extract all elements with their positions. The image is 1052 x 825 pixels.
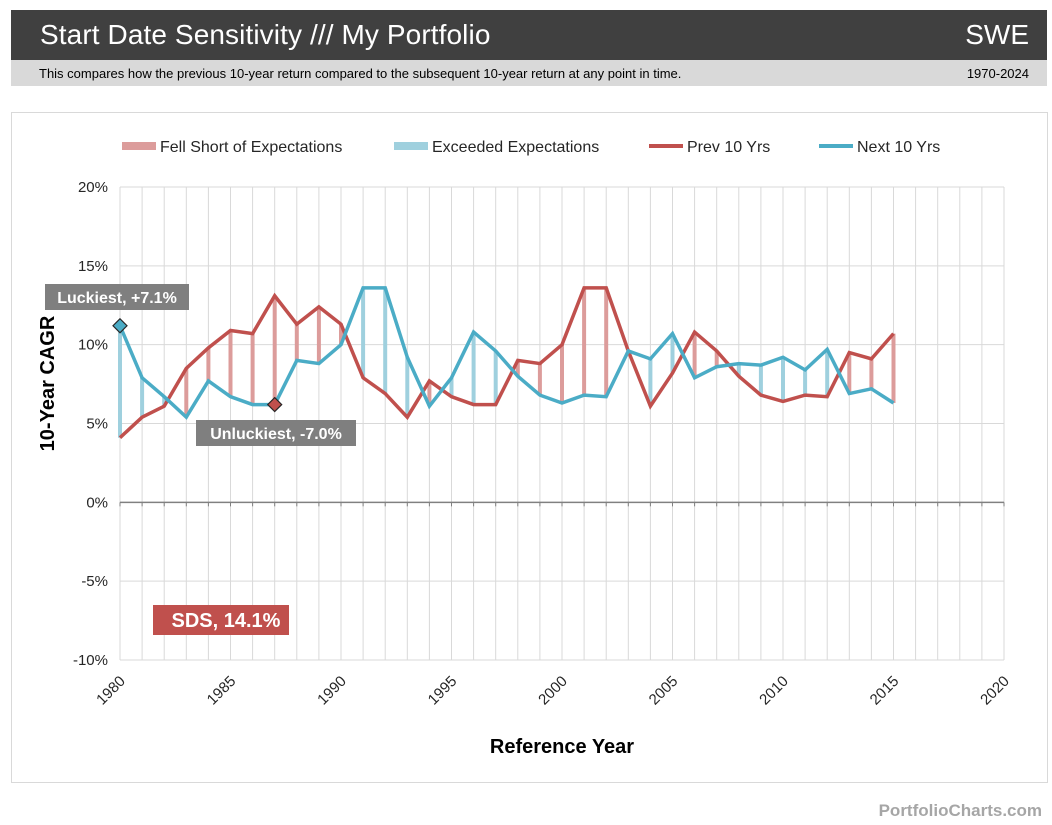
- legend-swatch-0: [122, 142, 156, 150]
- luckiest-label: Luckiest, +7.1%: [57, 290, 177, 307]
- y-axis-title: 10-Year CAGR: [37, 315, 59, 451]
- sds-box: [153, 605, 289, 635]
- y-tick-label: 10%: [78, 337, 108, 354]
- y-tick-label: 0%: [86, 494, 108, 511]
- x-tick-label: 1995: [425, 673, 461, 709]
- x-tick-label: 2000: [535, 673, 571, 709]
- legend-label-0: Fell Short of Expectations: [160, 139, 342, 156]
- legend-label-2: Prev 10 Yrs: [687, 139, 770, 156]
- legend-label-3: Next 10 Yrs: [857, 139, 940, 156]
- x-tick-label: 2015: [867, 673, 903, 709]
- x-tick-label: 2005: [646, 673, 682, 709]
- chart-panel: Fell Short of Expectations Exceeded Expec…: [11, 112, 1048, 783]
- x-axis-title: Reference Year: [490, 736, 634, 758]
- chart-subheader: This compares how the previous 10-year r…: [11, 60, 1047, 86]
- legend-swatch-1: [394, 142, 428, 150]
- chart-description: This compares how the previous 10-year r…: [39, 66, 682, 81]
- chart-svg: Fell Short of Expectations Exceeded Expec…: [37, 139, 1013, 758]
- y-tick-label: -10%: [73, 652, 108, 669]
- luckiest-marker: [112, 317, 128, 334]
- page-title: Start Date Sensitivity /// My Portfolio: [40, 19, 491, 50]
- next-10-yrs-line: [118, 286, 895, 420]
- date-range: 1970-2024: [966, 66, 1029, 81]
- x-tick-label: 2020: [977, 673, 1013, 709]
- x-tick-label: 1990: [314, 673, 350, 709]
- legend: Fell Short of Expectations Exceeded Expec…: [122, 139, 940, 156]
- brand-footer[interactable]: PortfolioCharts.com: [878, 801, 1042, 820]
- x-tick-label: 1980: [93, 673, 129, 709]
- country-code: SWE: [965, 19, 1029, 50]
- y-tick-label: 20%: [78, 179, 108, 196]
- unluckiest-marker: [266, 396, 283, 413]
- annotations: Luckiest, +7.1% Unluckiest, -7.0% SDS, 14.…: [45, 284, 356, 635]
- difference-bars: [118, 287, 896, 438]
- luckiest-label-box: [45, 284, 189, 310]
- x-tick-label: 1985: [204, 673, 240, 709]
- sds-label: SDS, 14.1%: [172, 610, 281, 632]
- y-tick-label: 15%: [78, 258, 108, 275]
- x-tick-label: 2010: [756, 673, 792, 709]
- prev-10-yrs-line: [118, 286, 895, 439]
- unluckiest-label: Unluckiest, -7.0%: [210, 426, 342, 443]
- legend-label-1: Exceeded Expectations: [432, 139, 599, 156]
- y-tick-label: -5%: [81, 573, 108, 590]
- unluckiest-label-box: [196, 420, 356, 446]
- y-tick-label: 5%: [86, 416, 108, 433]
- chart-header: Start Date Sensitivity /// My Portfolio …: [11, 10, 1047, 60]
- series-lines: [118, 286, 895, 439]
